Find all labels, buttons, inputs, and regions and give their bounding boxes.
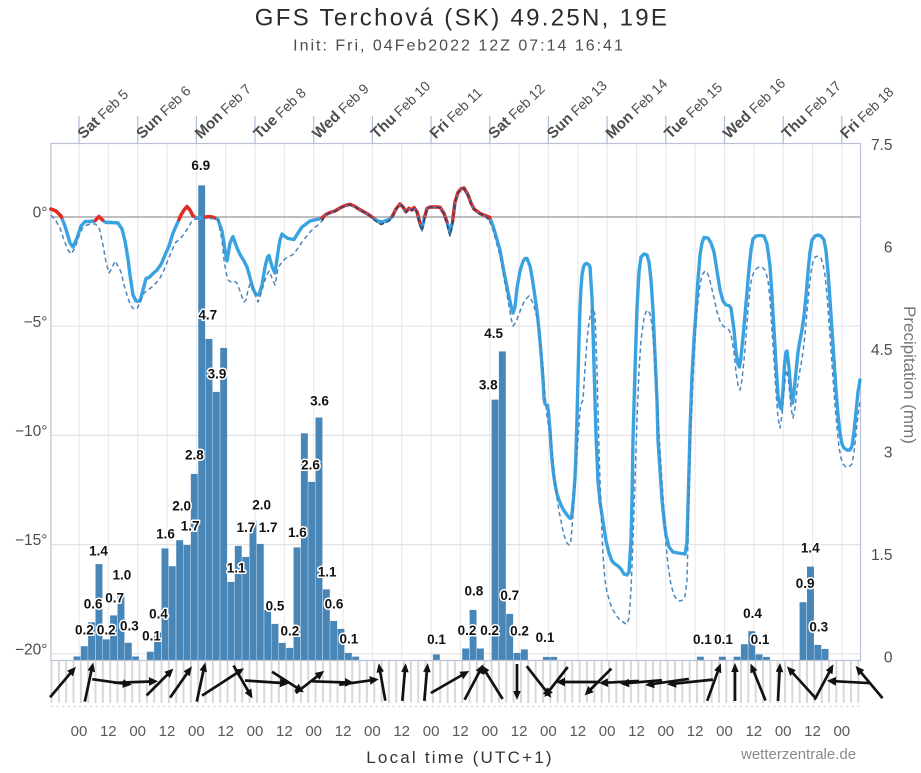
- svg-text:7.5: 7.5: [871, 137, 893, 154]
- svg-text:00: 00: [71, 723, 88, 740]
- svg-text:0.1: 0.1: [714, 632, 733, 647]
- svg-text:00: 00: [481, 723, 498, 740]
- svg-text:00: 00: [247, 723, 264, 740]
- svg-text:6.9: 6.9: [191, 158, 210, 173]
- svg-text:0.5: 0.5: [266, 599, 285, 614]
- svg-text:1.7: 1.7: [237, 520, 256, 535]
- svg-text:00: 00: [540, 723, 557, 740]
- svg-text:0.2: 0.2: [281, 624, 300, 639]
- svg-text:0.7: 0.7: [105, 591, 124, 606]
- svg-text:12: 12: [276, 723, 293, 740]
- svg-text:00: 00: [657, 723, 674, 740]
- svg-text:0.2: 0.2: [458, 623, 477, 638]
- svg-text:0.8: 0.8: [465, 584, 484, 599]
- svg-text:0.1: 0.1: [693, 632, 712, 647]
- svg-text:12: 12: [452, 723, 469, 740]
- svg-text:12: 12: [628, 723, 645, 740]
- svg-text:0.1: 0.1: [340, 632, 359, 647]
- svg-text:12: 12: [804, 723, 821, 740]
- svg-text:0.1: 0.1: [427, 632, 446, 647]
- svg-text:12: 12: [745, 723, 762, 740]
- svg-text:0.3: 0.3: [120, 619, 139, 634]
- svg-text:12: 12: [569, 723, 586, 740]
- svg-text:0.4: 0.4: [149, 607, 168, 622]
- svg-text:0.2: 0.2: [75, 623, 94, 638]
- svg-text:00: 00: [599, 723, 616, 740]
- svg-text:1.5: 1.5: [871, 547, 893, 564]
- svg-text:2.6: 2.6: [301, 458, 320, 473]
- svg-text:1.6: 1.6: [156, 527, 175, 542]
- svg-text:0.2: 0.2: [97, 623, 116, 638]
- svg-text:1.6: 1.6: [288, 525, 307, 540]
- svg-text:12: 12: [393, 723, 410, 740]
- svg-text:00: 00: [305, 723, 322, 740]
- svg-text:00: 00: [833, 723, 850, 740]
- svg-text:0.3: 0.3: [809, 620, 828, 635]
- svg-text:wetterzentrale.de: wetterzentrale.de: [740, 746, 856, 763]
- svg-text:0.6: 0.6: [84, 597, 103, 612]
- svg-text:Local time (UTC+1): Local time (UTC+1): [366, 748, 553, 767]
- svg-text:2.8: 2.8: [185, 448, 204, 463]
- svg-text:GFS Terchová (SK) 49.25N, 19E: GFS Terchová (SK) 49.25N, 19E: [255, 5, 669, 32]
- svg-text:0.4: 0.4: [743, 606, 762, 621]
- svg-text:1.4: 1.4: [801, 541, 820, 556]
- svg-text:3.8: 3.8: [479, 378, 498, 393]
- svg-text:2.0: 2.0: [172, 499, 191, 514]
- svg-text:0.2: 0.2: [510, 624, 529, 639]
- svg-text:4.5: 4.5: [484, 326, 503, 341]
- svg-text:12: 12: [100, 723, 117, 740]
- svg-text:1.7: 1.7: [259, 520, 278, 535]
- svg-text:0.1: 0.1: [142, 629, 161, 644]
- svg-text:12: 12: [159, 723, 176, 740]
- svg-text:−15°: −15°: [15, 532, 48, 549]
- svg-text:−20°: −20°: [15, 641, 48, 658]
- svg-text:0.6: 0.6: [325, 597, 344, 612]
- svg-text:1.0: 1.0: [113, 568, 132, 583]
- svg-text:00: 00: [423, 723, 440, 740]
- svg-text:00: 00: [716, 723, 733, 740]
- svg-text:0.1: 0.1: [536, 630, 555, 645]
- svg-text:−5°: −5°: [24, 314, 48, 331]
- svg-text:0.9: 0.9: [796, 576, 815, 591]
- svg-text:0.7: 0.7: [500, 588, 519, 603]
- svg-text:0.2: 0.2: [480, 623, 499, 638]
- svg-text:12: 12: [335, 723, 352, 740]
- svg-text:12: 12: [217, 723, 234, 740]
- svg-text:00: 00: [188, 723, 205, 740]
- svg-text:1.1: 1.1: [318, 565, 337, 580]
- svg-text:2.0: 2.0: [252, 498, 271, 513]
- svg-text:3: 3: [884, 444, 893, 461]
- svg-text:4.5: 4.5: [871, 342, 893, 359]
- svg-text:1.4: 1.4: [89, 544, 108, 559]
- svg-text:12: 12: [511, 723, 528, 740]
- svg-text:−10°: −10°: [15, 423, 48, 440]
- svg-text:3.6: 3.6: [310, 393, 329, 408]
- svg-text:00: 00: [775, 723, 792, 740]
- svg-text:0°: 0°: [33, 205, 48, 222]
- svg-text:12: 12: [687, 723, 704, 740]
- svg-text:Precipitation (mm): Precipitation (mm): [900, 306, 919, 444]
- svg-text:0: 0: [884, 649, 893, 666]
- svg-text:0.1: 0.1: [751, 632, 770, 647]
- svg-text:3.9: 3.9: [208, 367, 227, 382]
- svg-text:00: 00: [129, 723, 146, 740]
- svg-text:6: 6: [884, 239, 893, 256]
- svg-text:Init: Fri, 04Feb2022 12Z 07:14: Init: Fri, 04Feb2022 12Z 07:14 16:41: [293, 38, 625, 55]
- svg-text:1.7: 1.7: [181, 519, 200, 534]
- svg-text:4.7: 4.7: [198, 308, 217, 323]
- svg-text:00: 00: [364, 723, 381, 740]
- svg-text:1.1: 1.1: [227, 561, 246, 576]
